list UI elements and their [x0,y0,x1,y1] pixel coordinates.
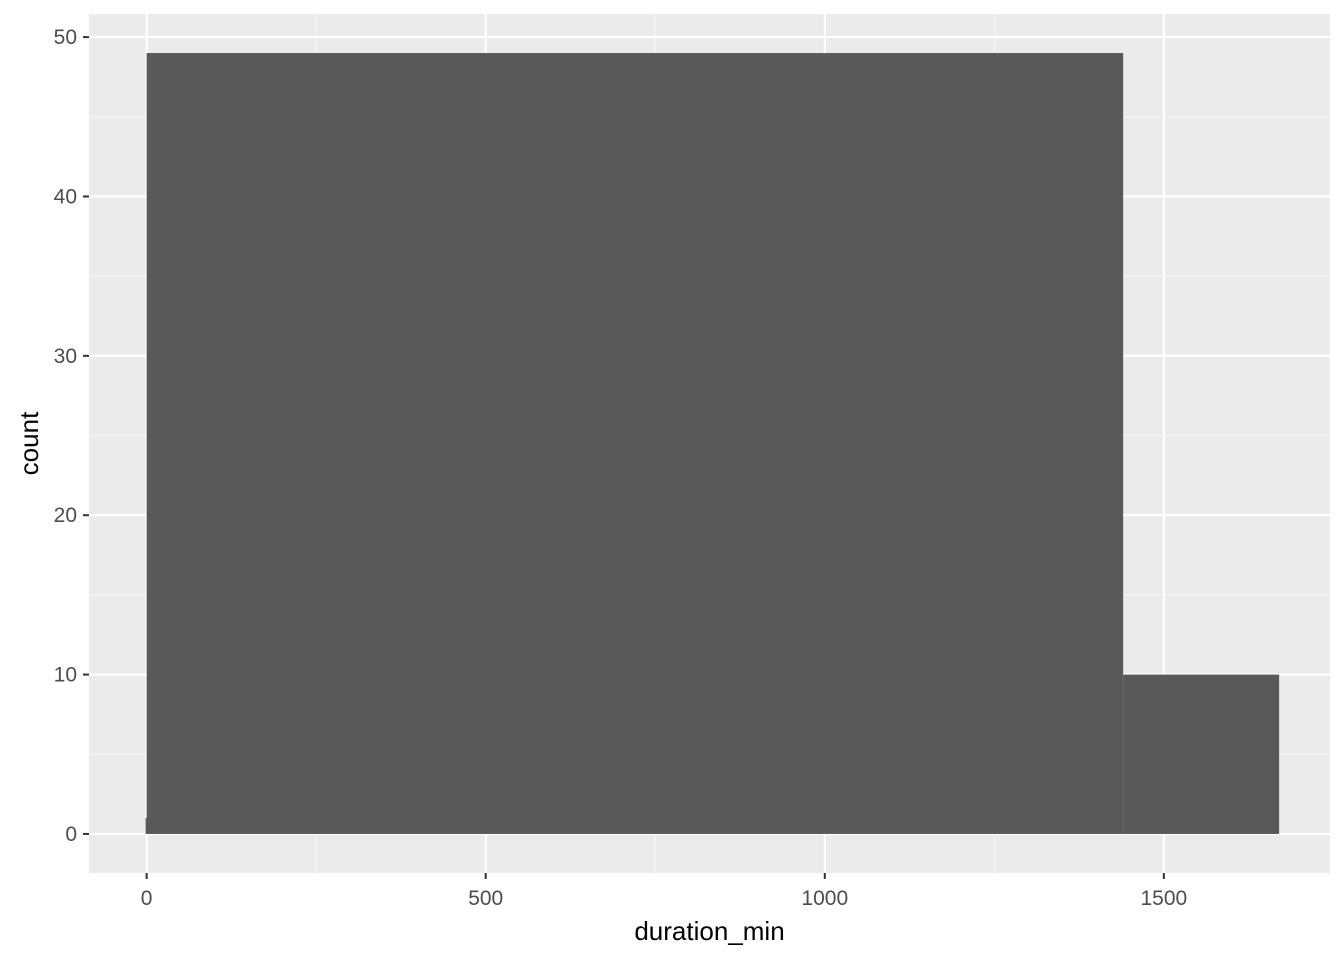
y-tick-label: 50 [54,26,77,49]
y-axis-title: count [14,411,44,475]
y-tick-label: 20 [54,504,77,527]
histogram-bars [145,53,1280,834]
x-axis-ticks: 0 500 1000 1500 [141,873,1187,910]
y-tick-label: 30 [54,345,77,368]
x-tick-label: 1000 [801,887,848,910]
histogram-bar [146,53,1124,834]
histogram-bar [1123,674,1280,834]
y-tick-label: 10 [54,664,77,687]
y-axis-ticks: 0 10 20 30 40 50 [54,26,89,846]
y-tick-label: 40 [54,185,77,208]
x-tick-label: 0 [141,887,153,910]
x-tick-label: 500 [468,887,503,910]
y-tick-label: 0 [65,823,77,846]
x-axis-title: duration_min [634,916,784,946]
x-tick-label: 1500 [1140,887,1187,910]
